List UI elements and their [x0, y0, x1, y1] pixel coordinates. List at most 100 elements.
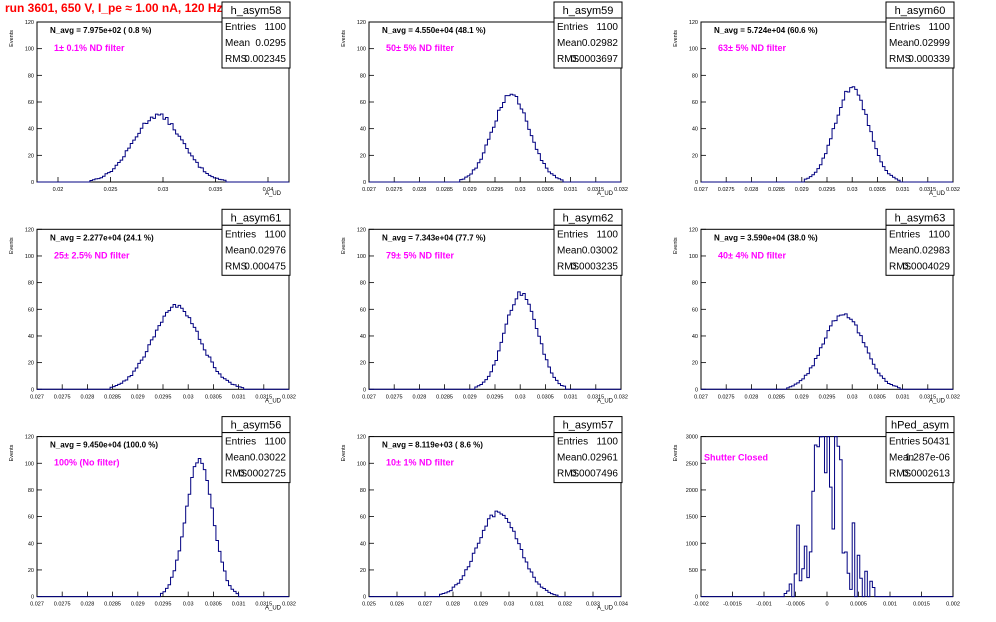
stats-entries-value: 1100 [264, 229, 286, 240]
stats-mean-label: Mean [889, 245, 914, 256]
y-tick-label: 80 [28, 281, 34, 287]
x-tick-label: 0.031 [896, 394, 910, 400]
stats-rms-value: 0.0003235 [571, 261, 619, 272]
stats-entries-value: 1100 [264, 437, 286, 448]
x-tick-label: -0.0015 [723, 602, 742, 608]
y-tick-label: 120 [689, 20, 698, 26]
x-tick-label: 0.0315 [587, 187, 604, 193]
stats-entries-label: Entries [225, 22, 256, 33]
x-tick-label: 0.029 [131, 394, 145, 400]
histogram-name: h_asym60 [895, 5, 946, 17]
x-tick-label: -0.001 [756, 602, 772, 608]
stats-rms-label: RMS [557, 261, 580, 272]
x-tick-label: 0.027 [362, 394, 376, 400]
x-tick-label: 0.0285 [436, 394, 453, 400]
filter-label: 25± 2.5% ND filter [54, 250, 130, 260]
stats-mean-label: Mean [225, 38, 250, 49]
x-axis-title: A_UD [597, 606, 614, 612]
stats-entries-value: 1100 [928, 22, 950, 33]
x-tick-label: 0.03 [504, 602, 515, 608]
histogram-pad-h_asym62: 0.027 0.0275 0.028 0.0285 0.029 0.0295 0.03 0.0… [341, 208, 628, 404]
y-tick-label: 100 [689, 47, 698, 53]
stats-mean-value: 0.02982 [582, 38, 619, 49]
x-tick-label: 0.029 [795, 394, 809, 400]
x-tick-label: 0.031 [564, 394, 578, 400]
histogram-series [37, 457, 289, 598]
x-tick-label: 0.031 [896, 187, 910, 193]
x-axis-title: A_UD [265, 398, 282, 404]
stats-rms-value: 0.000339 [908, 54, 950, 65]
x-axis-title: A_UD [929, 398, 946, 404]
y-tick-label: 80 [360, 488, 366, 494]
x-tick-label: 0.028 [446, 602, 460, 608]
y-tick-label: 0 [695, 387, 698, 393]
x-tick-label: 0.033 [586, 602, 600, 608]
histogram-name: h_asym59 [563, 5, 614, 17]
x-tick-label: 0.0315 [587, 394, 604, 400]
stats-mean-label: Mean [557, 38, 582, 49]
y-tick-label: 500 [689, 568, 698, 574]
y-tick-label: 0 [31, 180, 34, 186]
y-tick-label: 80 [28, 488, 34, 494]
y-axis-title: Events [9, 30, 15, 47]
y-tick-label: 100 [25, 47, 34, 53]
x-tick-label: 0.001 [883, 602, 897, 608]
stats-entries-value: 1100 [596, 22, 618, 33]
y-tick-label: 120 [357, 20, 366, 26]
x-tick-label: 0.032 [282, 602, 296, 608]
y-tick-label: 80 [692, 73, 698, 79]
x-axis-title: A_UD [929, 191, 946, 197]
x-tick-label: 0.0015 [913, 602, 930, 608]
y-tick-label: 40 [28, 541, 34, 547]
stats-entries-label: Entries [557, 22, 588, 33]
y-tick-label: 120 [357, 227, 366, 233]
x-tick-label: 0.03 [183, 394, 194, 400]
stats-box [885, 432, 955, 484]
histogram-pad-h_asym59: 0.027 0.0275 0.028 0.0285 0.029 0.0295 0.03 0.0… [341, 1, 628, 197]
y-tick-label: 40 [28, 334, 34, 340]
x-tick-label: 0.0315 [255, 394, 272, 400]
y-tick-label: 2500 [686, 461, 698, 467]
stats-rms-label: RMS [225, 261, 248, 272]
y-axis-title: Events [341, 237, 347, 254]
stats-mean-value: 0.02999 [914, 38, 951, 49]
stats-box [885, 224, 955, 276]
x-tick-label: 0.032 [558, 602, 572, 608]
filter-label: 63± 5% ND filter [718, 43, 786, 53]
stats-mean-label: Mean [225, 245, 250, 256]
histogram-pad-h_asym56: 0.027 0.0275 0.028 0.0285 0.029 0.0295 0.03 0.0… [9, 416, 296, 612]
stats-rms-value: 0.0007496 [571, 469, 619, 480]
histogram-series [369, 93, 621, 183]
y-tick-label: 40 [28, 127, 34, 133]
x-tick-label: 0.03 [847, 394, 858, 400]
y-tick-label: 60 [692, 307, 698, 313]
histogram-series [369, 510, 621, 598]
stats-entries-label: Entries [557, 437, 588, 448]
x-tick-label: 0.028 [81, 602, 95, 608]
x-tick-label: 0.0295 [819, 394, 836, 400]
x-tick-label: 0.0305 [537, 187, 554, 193]
y-tick-label: 100 [689, 254, 698, 260]
y-tick-label: 20 [28, 361, 34, 367]
x-tick-label: 0.034 [614, 602, 628, 608]
y-tick-label: 100 [357, 254, 366, 260]
x-tick-label: 0.0305 [537, 394, 554, 400]
navg-label: N_avg = 5.724e+04 (60.6 %) [714, 26, 818, 35]
filter-label: Shutter Closed [704, 453, 768, 463]
y-tick-label: 40 [360, 541, 366, 547]
histogram-series [701, 86, 953, 183]
stats-rms-label: RMS [889, 469, 912, 480]
x-tick-label: 0.032 [614, 187, 628, 193]
stats-box [221, 17, 291, 69]
x-axis-title: A_UD [597, 191, 614, 197]
x-tick-label: 0.029 [463, 187, 477, 193]
x-tick-label: 0.027 [694, 394, 708, 400]
stats-entries-label: Entries [889, 22, 920, 33]
y-tick-label: 20 [692, 153, 698, 159]
y-tick-label: 120 [689, 227, 698, 233]
x-tick-label: 0.029 [474, 602, 488, 608]
x-tick-label: 0.0295 [819, 187, 836, 193]
stats-rms-value: 0.000475 [244, 261, 286, 272]
histogram-name: h_asym58 [231, 5, 282, 17]
x-tick-label: 0.03 [515, 187, 526, 193]
